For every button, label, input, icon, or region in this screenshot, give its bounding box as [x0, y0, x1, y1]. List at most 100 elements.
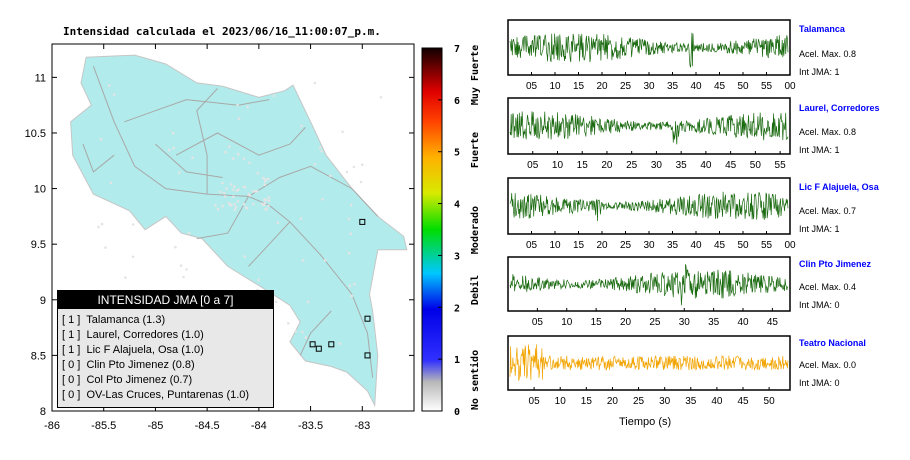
city-dot [252, 190, 255, 193]
city-dot [228, 201, 231, 205]
station-acel: Acel. Max. 0.0 [799, 360, 857, 370]
city-dot [100, 222, 104, 226]
station-marker [359, 218, 366, 225]
y-tick-label: 8 [40, 406, 46, 418]
city-dot [242, 202, 246, 206]
city-dot [232, 188, 235, 192]
x-tick-label: -85 [147, 420, 163, 432]
city-dot [242, 157, 246, 160]
x-tick-label: -83.5 [298, 420, 323, 432]
city-dot [267, 196, 271, 199]
station-marker [364, 352, 371, 359]
city-dot [124, 276, 127, 279]
waveform-tick-label: 10 [549, 240, 561, 251]
city-dot [104, 246, 107, 249]
waveform-tick-label: 40 [737, 317, 749, 328]
station-acel: Acel. Max. 0.7 [799, 206, 857, 216]
city-dot [252, 202, 255, 206]
waveform-trace [509, 111, 789, 145]
waveform-tick-label: 25 [649, 317, 661, 328]
city-dot [225, 187, 228, 190]
waveform-tick-label: 45 [737, 396, 749, 407]
city-dot [224, 150, 227, 154]
waveform-tick-label: 15 [581, 396, 593, 407]
colorbar-category-label: Debil [469, 275, 481, 305]
station-name: Laurel, Corredores [799, 103, 880, 113]
city-dot [272, 94, 276, 98]
city-dot [232, 195, 235, 198]
city-dot [237, 152, 240, 156]
city-dot [214, 204, 217, 207]
waveform-tick-label: 20 [596, 81, 608, 92]
city-dot [231, 157, 235, 160]
waveform-tick-label: 05 [529, 396, 541, 407]
city-dot [131, 255, 135, 259]
waveform-tick-label: 45 [767, 317, 779, 328]
colorbar-tick-label: 3 [454, 251, 460, 262]
waveform-tick-label: 00 [784, 240, 796, 251]
city-dot [264, 207, 267, 211]
waveform-tick-label: 55 [761, 240, 773, 251]
waveform-tick-label: 25 [620, 240, 632, 251]
colorbar [421, 47, 443, 412]
waveform-trace [509, 32, 789, 68]
city-dot [294, 330, 298, 333]
city-dot [350, 294, 354, 298]
city-dot [234, 206, 238, 209]
city-dot [263, 201, 267, 205]
city-dot [353, 283, 356, 286]
station-name: Clin Pto Jimenez [799, 259, 872, 269]
city-dot [182, 275, 185, 279]
intensity-legend: INTENSIDAD JMA [0 a 7] [ 1 ] Talamanca (… [57, 290, 274, 408]
waveform-tick-label: 35 [685, 396, 697, 407]
city-dot [172, 146, 175, 150]
waveform-tick-label: 20 [596, 240, 608, 251]
x-tick-label: -84.5 [195, 420, 220, 432]
colorbar-category-label: Muy Fuerte [470, 45, 481, 105]
waveform-tick-label: 20 [607, 396, 619, 407]
road-line [175, 127, 306, 156]
legend-row: [ 1 ] Lic F Alajuela, Osa (1.0) [62, 344, 204, 356]
x-tick-label: -85.5 [91, 420, 116, 432]
land-polygon [70, 54, 408, 408]
station-marker [364, 315, 371, 322]
city-dot [313, 81, 317, 85]
city-dot [223, 195, 227, 198]
city-dot [304, 336, 308, 339]
city-dot [219, 190, 222, 194]
city-dot [347, 217, 351, 221]
waveform-tick-label: 35 [708, 317, 720, 328]
colorbar-tick-label: 1 [454, 355, 460, 366]
colorbar-tick-label: 4 [454, 200, 460, 211]
station-name: Lic F Alajuela, Osa [799, 182, 879, 192]
city-dot [299, 217, 303, 220]
city-dot [221, 204, 224, 208]
city-dot [187, 231, 191, 235]
station-int: Int JMA: 0 [799, 300, 840, 310]
road-line [248, 165, 379, 217]
waveform-tick-label: 15 [591, 317, 603, 328]
city-dot [338, 342, 341, 345]
city-dot [246, 105, 249, 109]
city-dot [300, 124, 303, 128]
road-line [124, 99, 270, 123]
city-dot [222, 191, 226, 195]
waveform-tick-label: 45 [714, 81, 726, 92]
city-dot [329, 174, 332, 177]
waveform-tick-label: 05 [526, 240, 538, 251]
waveform-tick-label: 35 [667, 240, 679, 251]
station-int: Int JMA: 1 [799, 145, 840, 155]
waveform-tick-label: 00 [784, 81, 796, 92]
waveform-tick-label: 05 [527, 160, 539, 171]
legend-row: [ 1 ] Talamanca (1.3) [62, 314, 166, 326]
waveform-tick-label: 35 [676, 160, 688, 171]
legend-row: [ 1 ] Laurel, Corredores (1.0) [62, 329, 204, 341]
city-dot [350, 203, 353, 207]
city-dot [321, 198, 324, 201]
colorbar-tick-label: 5 [454, 148, 460, 159]
city-dot [107, 84, 111, 87]
station-marker [328, 341, 335, 348]
waveform-tick-label: 05 [526, 81, 538, 92]
legend-header: INTENSIDAD JMA [0 a 7] [58, 291, 273, 309]
